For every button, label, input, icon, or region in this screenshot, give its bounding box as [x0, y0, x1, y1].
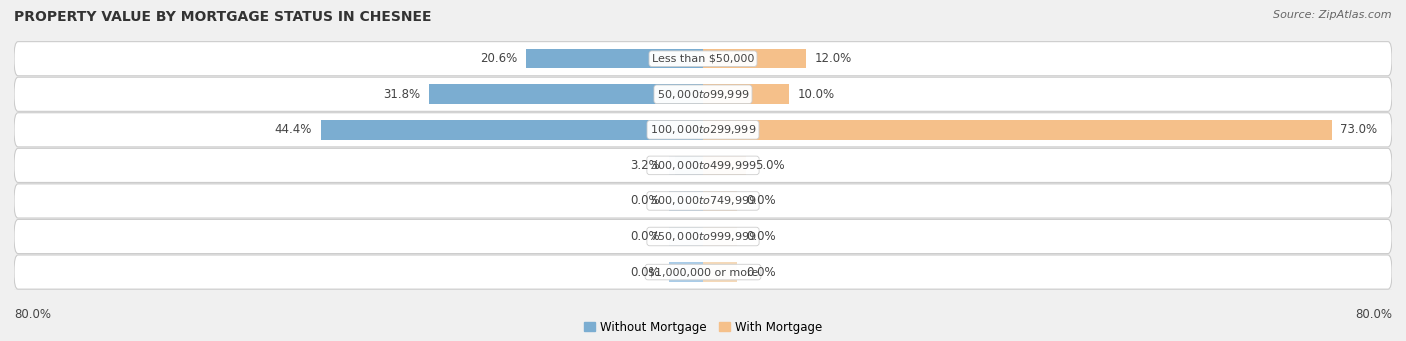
FancyBboxPatch shape	[14, 42, 1392, 76]
Text: $100,000 to $299,999: $100,000 to $299,999	[650, 123, 756, 136]
Text: PROPERTY VALUE BY MORTGAGE STATUS IN CHESNEE: PROPERTY VALUE BY MORTGAGE STATUS IN CHE…	[14, 10, 432, 24]
FancyBboxPatch shape	[14, 184, 1392, 218]
Text: $1,000,000 or more: $1,000,000 or more	[648, 267, 758, 277]
Text: 0.0%: 0.0%	[630, 230, 659, 243]
Legend: Without Mortgage, With Mortgage: Without Mortgage, With Mortgage	[579, 316, 827, 339]
Bar	[703, 85, 738, 104]
Bar	[669, 120, 703, 139]
FancyBboxPatch shape	[14, 77, 1392, 111]
Bar	[669, 49, 703, 69]
Text: 80.0%: 80.0%	[14, 308, 51, 321]
Bar	[703, 49, 807, 69]
Bar	[526, 49, 703, 69]
Text: 20.6%: 20.6%	[479, 52, 517, 65]
Bar	[703, 227, 738, 246]
Text: $500,000 to $749,999: $500,000 to $749,999	[650, 194, 756, 207]
Bar	[669, 227, 703, 246]
Text: 0.0%: 0.0%	[747, 230, 776, 243]
FancyBboxPatch shape	[14, 148, 1392, 182]
Text: 12.0%: 12.0%	[815, 52, 852, 65]
Text: 0.0%: 0.0%	[630, 194, 659, 207]
Text: 80.0%: 80.0%	[1355, 308, 1392, 321]
Bar	[669, 155, 703, 175]
Text: 5.0%: 5.0%	[755, 159, 785, 172]
Bar	[703, 120, 1331, 139]
Bar	[703, 262, 738, 282]
Text: 0.0%: 0.0%	[747, 266, 776, 279]
Bar	[321, 120, 703, 139]
Bar	[703, 155, 738, 175]
Text: 0.0%: 0.0%	[630, 266, 659, 279]
Text: 73.0%: 73.0%	[1340, 123, 1378, 136]
Bar	[669, 262, 703, 282]
FancyBboxPatch shape	[14, 220, 1392, 254]
Bar	[675, 155, 703, 175]
Text: $300,000 to $499,999: $300,000 to $499,999	[650, 159, 756, 172]
Text: Source: ZipAtlas.com: Source: ZipAtlas.com	[1274, 10, 1392, 20]
Text: $50,000 to $99,999: $50,000 to $99,999	[657, 88, 749, 101]
Text: Less than $50,000: Less than $50,000	[652, 54, 754, 64]
FancyBboxPatch shape	[14, 255, 1392, 289]
Bar	[703, 155, 747, 175]
Bar	[429, 85, 703, 104]
FancyBboxPatch shape	[14, 113, 1392, 147]
Text: 31.8%: 31.8%	[384, 88, 420, 101]
Text: 3.2%: 3.2%	[630, 159, 659, 172]
Text: $750,000 to $999,999: $750,000 to $999,999	[650, 230, 756, 243]
Bar	[669, 85, 703, 104]
Bar	[669, 191, 703, 211]
Text: 10.0%: 10.0%	[797, 88, 835, 101]
Bar	[703, 49, 738, 69]
Bar	[703, 120, 738, 139]
Text: 0.0%: 0.0%	[747, 194, 776, 207]
Bar	[703, 191, 738, 211]
Text: 44.4%: 44.4%	[274, 123, 312, 136]
Bar	[703, 85, 789, 104]
